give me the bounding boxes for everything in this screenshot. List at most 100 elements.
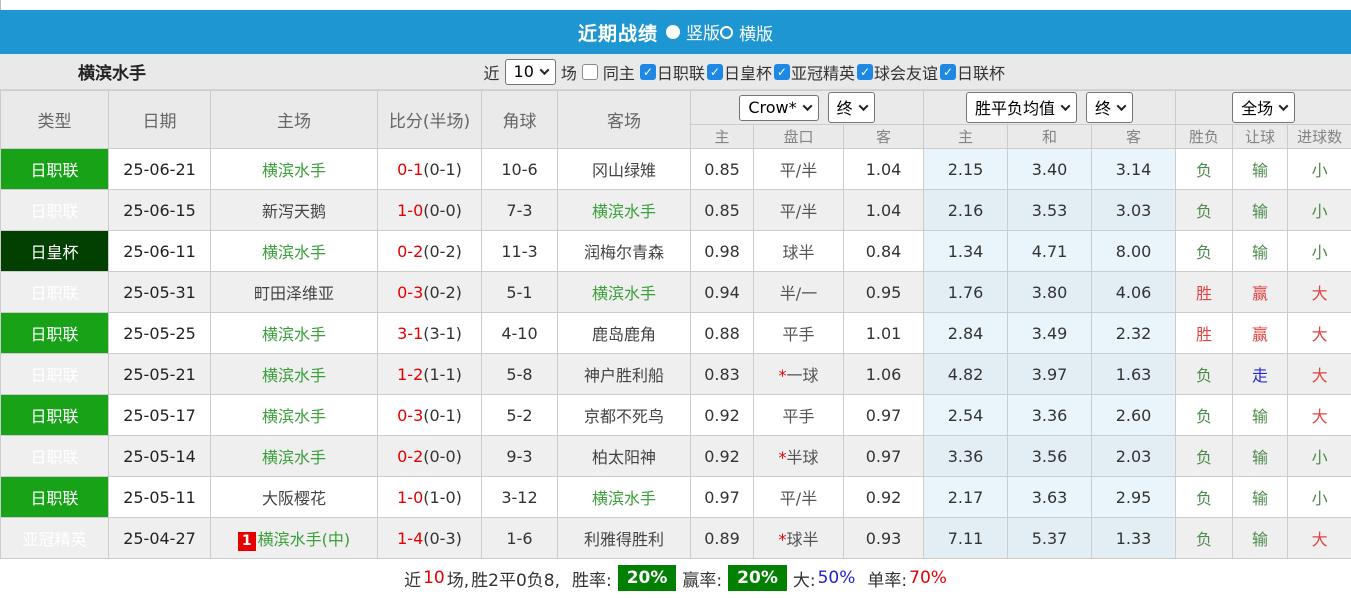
handicap-result-cell: 赢 [1232,271,1289,313]
home-team-link[interactable]: 町田泽维亚 [253,284,334,303]
competition-filter-2-checkbox[interactable]: ✓ [773,64,790,80]
odds-home-cell: 0.85 [690,148,754,190]
summary-win-rate-label: 胜率: [571,570,612,591]
sub-header-result: 胜负 [1175,124,1234,149]
away-team-cell: 横滨水手 [557,271,691,313]
recent-results-titlebar: 近期战绩 竖版 横版 [0,10,1351,54]
odds-away-cell: 0.97 [842,435,925,477]
avg-away-cell: 4.06 [1091,271,1177,313]
result-cell: 胜 [1175,312,1234,354]
match-date-cell: 25-06-11 [108,230,211,272]
filter-bar: 横滨水手 近 10 场 同主 ✓ 日职联 ✓ 日皇杯 ✓ 亚冠精英 ✓ 球会友谊 ✓ 日联杯 [0,54,1351,90]
fulltime-score: 0-1 [397,159,424,179]
col-header-corners: 角球 [481,90,558,149]
summary-big-rate: 50% [817,568,856,588]
handicap-cell: 平/半 [753,476,844,518]
layout-radio-option[interactable]: 横版 [720,20,773,45]
home-team-cell: 横滨水手 [210,353,378,395]
odds-away-cell: 1.04 [842,189,925,231]
home-team-link[interactable]: 横滨水手 [261,407,326,426]
fulltime-score: 1-0 [397,200,424,220]
home-team-link[interactable]: 横滨水手 [261,325,326,344]
away-team-link[interactable]: 鹿岛鹿角 [591,325,656,344]
away-team-cell: 横滨水手 [557,189,691,231]
home-team-link[interactable]: 横滨水手 [261,366,326,385]
home-team-cell: 1 横滨水手(中) [210,517,378,559]
same-home-filter-checkbox[interactable] [581,64,598,80]
avg-away-cell: 2.60 [1091,394,1177,436]
odds-home-cell: 0.88 [690,312,754,354]
home-team-link[interactable]: 大阪樱花 [261,489,326,508]
home-team-link[interactable]: 横滨水手 [261,243,326,262]
bookmaker-select[interactable]: Crow* [739,94,819,121]
home-team-link[interactable]: 新泻天鹅 [261,202,326,221]
avg-draw-cell: 3.53 [1007,189,1093,231]
handicap-result-cell: 输 [1232,435,1289,477]
odds-away-cell: 0.95 [842,271,925,313]
star-icon: * [778,530,787,549]
col-header-date: 日期 [108,90,211,149]
avg-home-cell: 2.16 [923,189,1009,231]
competition-filter-3-checkbox[interactable]: ✓ [856,64,873,80]
goals-result-cell: 大 [1287,312,1351,354]
avg-odds-select[interactable]: 胜平负均值 [966,92,1078,123]
away-team-link[interactable]: 京都不死鸟 [583,407,664,426]
avg-away-cell: 1.63 [1091,353,1177,395]
away-team-link[interactable]: 神户胜利船 [583,366,664,385]
summary-single-rate: 70% [909,568,947,588]
away-team-link[interactable]: 润梅尔青森 [583,243,664,262]
away-team-cell: 柏太阳神 [557,435,691,477]
radio-selected-icon[interactable] [666,24,680,39]
goals-result-cell: 小 [1287,476,1351,518]
halftime-score: (1-1) [423,364,462,384]
match-row: 日皇杯 25-06-11 横滨水手 0-2(0-2) 11-3 润梅尔青森 0.98 球半 0.… [0,230,1351,272]
away-team-link[interactable]: 横滨水手 [591,202,656,221]
period-select[interactable]: 全场 [1232,92,1296,123]
away-team-link[interactable]: 横滨水手 [591,284,656,303]
competition-filter-3: ✓ 球会友谊 [856,60,938,84]
away-team-link[interactable]: 柏太阳神 [591,448,656,467]
away-team-link[interactable]: 冈山绿雉 [591,161,656,180]
match-row: 亚冠精英 25-04-27 1 横滨水手(中) 1-4(0-3) 1-6 利雅得胜利 0.89… [0,517,1351,559]
page-title: 近期战绩 [577,22,658,45]
competition-filter-0-checkbox[interactable]: ✓ [639,64,656,80]
radio-label: 横版 [739,24,773,45]
halftime-score: (0-0) [423,200,462,220]
odds-away-cell: 1.04 [842,148,925,190]
match-row: 日职联 25-05-21 横滨水手 1-2(1-1) 5-8 神户胜利船 0.83 *一球 1.… [0,353,1351,395]
competition-filter-4-checkbox[interactable]: ✓ [939,64,956,80]
home-team-link[interactable]: 横滨水手 [261,448,326,467]
match-count-select[interactable]: 10 [504,59,556,85]
result-cell: 负 [1175,394,1234,436]
competition-filter-0: ✓ 日职联 [639,60,705,84]
odds-away-cell: 0.84 [842,230,925,272]
rank-badge: 1 [237,531,256,551]
avg-home-cell: 2.17 [923,476,1009,518]
away-team-link[interactable]: 横滨水手 [591,489,656,508]
competition-filter-4-label: 日联杯 [956,64,1005,83]
fulltime-score: 0-3 [397,405,424,425]
odds-home-cell: 0.94 [690,271,754,313]
competition-filter-2-label: 亚冠精英 [790,64,855,83]
odds-time-select[interactable]: 终 [827,92,875,123]
chevron-down-icon [858,100,869,111]
avg-time-select[interactable]: 终 [1086,92,1134,123]
home-team-cell: 横滨水手 [210,312,378,354]
handicap-cell: 平手 [753,394,844,436]
handicap-result-cell: 输 [1232,394,1289,436]
summary-handicap-rate-label: 赢率: [682,570,723,591]
layout-radio-group: 竖版 横版 [666,19,773,45]
home-team-link[interactable]: 横滨水手(中) [257,529,351,549]
league-type-cell: 亚冠精英 [0,517,109,559]
chevron-down-icon [802,100,813,111]
layout-radio-selected[interactable]: 竖版 [666,19,720,44]
competition-filter-1-checkbox[interactable]: ✓ [706,64,723,80]
avg-away-cell: 1.33 [1091,517,1177,559]
score-cell: 1-0(0-0) [377,189,482,231]
radio-unselected-icon[interactable] [720,25,733,39]
away-team-link[interactable]: 利雅得胜利 [583,530,664,549]
corners-cell: 5-2 [481,394,558,436]
home-team-link[interactable]: 横滨水手 [261,161,326,180]
fulltime-score: 1-2 [397,364,424,384]
corners-cell: 5-1 [481,271,558,313]
